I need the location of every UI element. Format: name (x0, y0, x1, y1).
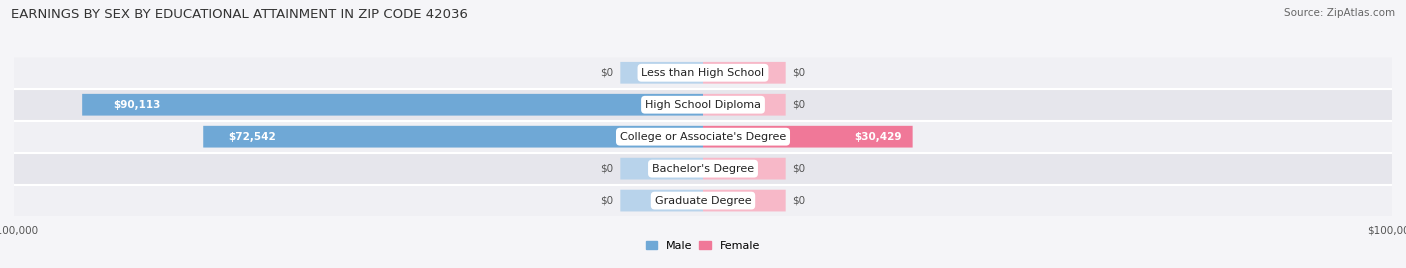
Text: Less than High School: Less than High School (641, 68, 765, 78)
FancyBboxPatch shape (82, 94, 703, 116)
Text: $0: $0 (600, 68, 613, 78)
FancyBboxPatch shape (703, 62, 786, 84)
Text: $0: $0 (793, 196, 806, 206)
Text: EARNINGS BY SEX BY EDUCATIONAL ATTAINMENT IN ZIP CODE 42036: EARNINGS BY SEX BY EDUCATIONAL ATTAINMEN… (11, 8, 468, 21)
Text: High School Diploma: High School Diploma (645, 100, 761, 110)
FancyBboxPatch shape (620, 158, 703, 180)
FancyBboxPatch shape (14, 185, 1392, 216)
FancyBboxPatch shape (14, 57, 1392, 88)
Text: $72,542: $72,542 (228, 132, 276, 142)
Text: $0: $0 (793, 68, 806, 78)
Text: Bachelor's Degree: Bachelor's Degree (652, 164, 754, 174)
Text: $0: $0 (600, 196, 613, 206)
Text: Source: ZipAtlas.com: Source: ZipAtlas.com (1284, 8, 1395, 18)
Text: $0: $0 (793, 164, 806, 174)
FancyBboxPatch shape (14, 121, 1392, 152)
Text: $30,429: $30,429 (855, 132, 903, 142)
Text: $0: $0 (793, 100, 806, 110)
FancyBboxPatch shape (703, 94, 786, 116)
Text: College or Associate's Degree: College or Associate's Degree (620, 132, 786, 142)
FancyBboxPatch shape (703, 158, 786, 180)
Text: $0: $0 (600, 164, 613, 174)
Text: Graduate Degree: Graduate Degree (655, 196, 751, 206)
FancyBboxPatch shape (703, 190, 786, 211)
FancyBboxPatch shape (620, 62, 703, 84)
FancyBboxPatch shape (14, 153, 1392, 184)
FancyBboxPatch shape (204, 126, 703, 148)
Text: $90,113: $90,113 (114, 100, 160, 110)
FancyBboxPatch shape (620, 190, 703, 211)
FancyBboxPatch shape (14, 90, 1392, 120)
Legend: Male, Female: Male, Female (647, 241, 759, 251)
FancyBboxPatch shape (703, 126, 912, 148)
